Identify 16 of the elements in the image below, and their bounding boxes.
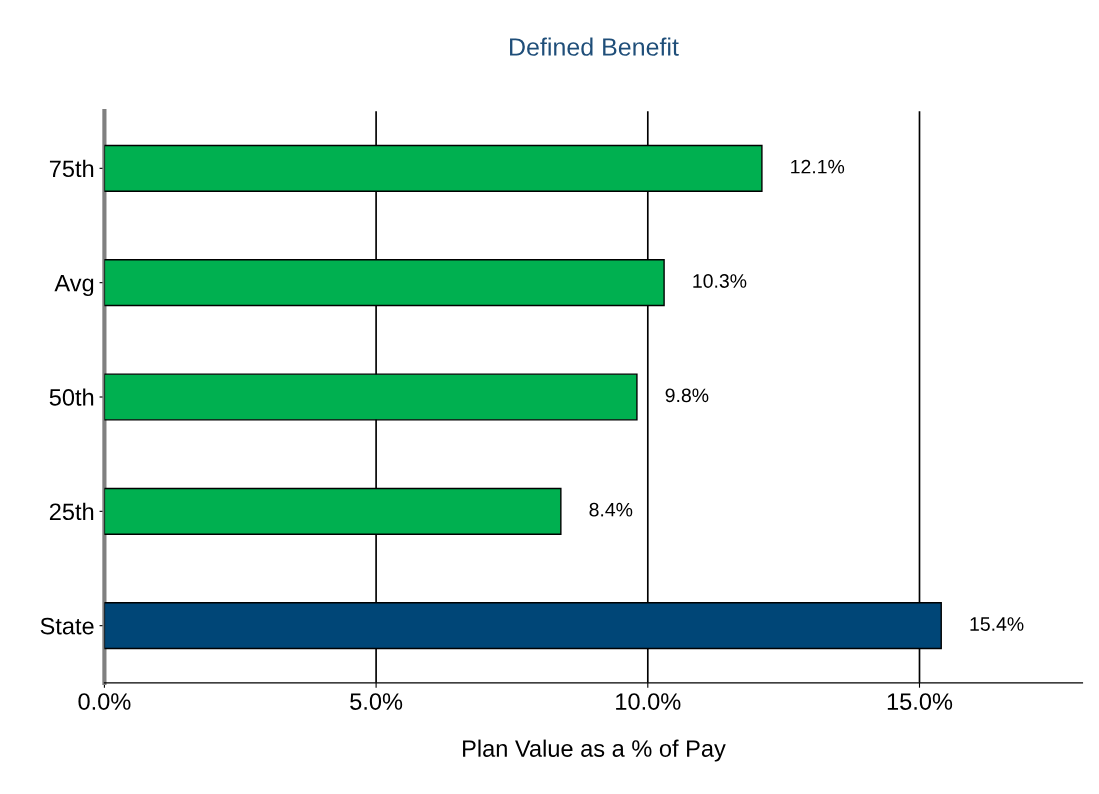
x-axis-title: Plan Value as a % of Pay bbox=[463, 739, 726, 762]
data-label: 9.8% bbox=[665, 388, 709, 403]
y-tick-label: 75th bbox=[49, 159, 94, 178]
y-tick-label: State bbox=[40, 617, 94, 635]
data-label: 15.4% bbox=[970, 617, 1024, 631]
y-tick-label: 50th bbox=[49, 388, 94, 406]
x-tick-label: 5.0% bbox=[350, 693, 403, 710]
x-tick-label: 15.0% bbox=[887, 693, 953, 710]
chart-title: Defined Benefit bbox=[510, 37, 679, 56]
y-tick-label: Avg bbox=[54, 274, 94, 297]
data-label: 8.4% bbox=[589, 502, 633, 517]
data-label: 12.1% bbox=[791, 159, 845, 174]
data-label: 10.3% bbox=[693, 274, 747, 288]
x-tick-label: 10.0% bbox=[616, 693, 681, 710]
y-tick-label: 25th bbox=[49, 502, 94, 521]
x-tick-label: 0.0% bbox=[78, 693, 131, 710]
